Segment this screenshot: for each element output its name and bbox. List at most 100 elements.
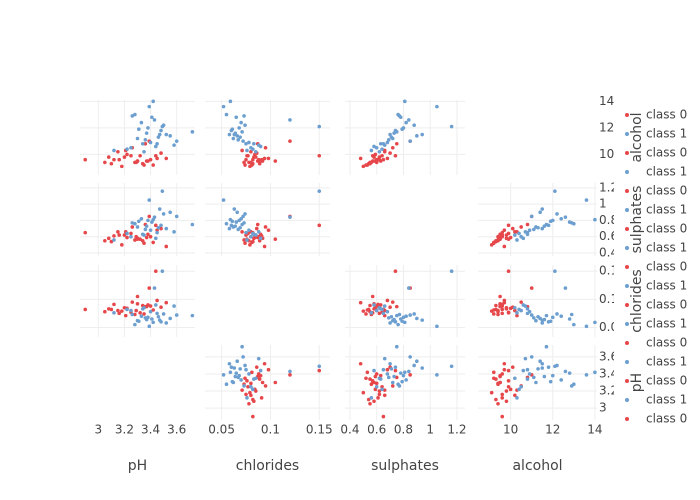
point bbox=[138, 153, 142, 158]
point bbox=[510, 226, 515, 231]
point bbox=[135, 136, 140, 141]
legend-label: class 1 bbox=[646, 317, 687, 331]
x-axis-title: chlorides bbox=[236, 458, 299, 474]
point bbox=[390, 384, 395, 388]
point bbox=[496, 402, 500, 406]
point bbox=[532, 375, 536, 380]
legend-symbol bbox=[625, 246, 629, 250]
point bbox=[137, 219, 141, 224]
legend-item: class 1 bbox=[625, 165, 687, 179]
point bbox=[129, 145, 133, 150]
point bbox=[394, 142, 399, 146]
x-tick-label: 10 bbox=[503, 423, 518, 437]
point bbox=[498, 294, 502, 299]
point bbox=[256, 230, 261, 234]
point bbox=[174, 139, 179, 143]
point bbox=[239, 120, 243, 125]
x-tick-label: 3.4 bbox=[141, 423, 160, 437]
point bbox=[134, 308, 138, 313]
legend-label: class 0 bbox=[646, 222, 687, 236]
point bbox=[155, 311, 159, 316]
point bbox=[378, 142, 383, 146]
point bbox=[135, 294, 140, 299]
point bbox=[112, 148, 116, 153]
point bbox=[190, 313, 195, 318]
subplot bbox=[80, 183, 195, 256]
point bbox=[525, 222, 530, 227]
point bbox=[106, 236, 111, 241]
point bbox=[397, 312, 402, 317]
point bbox=[241, 139, 245, 143]
point bbox=[242, 160, 246, 165]
point bbox=[374, 384, 379, 389]
point bbox=[569, 384, 574, 388]
point bbox=[260, 380, 265, 385]
point bbox=[266, 156, 271, 161]
point bbox=[567, 371, 572, 375]
point bbox=[144, 159, 149, 163]
point bbox=[374, 381, 379, 386]
point bbox=[143, 138, 148, 142]
point bbox=[376, 396, 380, 400]
legend-label: class 1 bbox=[646, 355, 687, 369]
point bbox=[255, 222, 260, 227]
point bbox=[449, 364, 454, 369]
point bbox=[239, 378, 243, 382]
point bbox=[523, 230, 528, 234]
point bbox=[130, 114, 135, 118]
point bbox=[538, 359, 542, 363]
point bbox=[366, 397, 371, 402]
point bbox=[527, 372, 532, 376]
point bbox=[408, 355, 412, 359]
point bbox=[567, 317, 572, 321]
point bbox=[532, 227, 536, 232]
point bbox=[517, 231, 521, 236]
point bbox=[317, 368, 322, 373]
point bbox=[150, 115, 154, 120]
legend-item: class 1 bbox=[625, 393, 687, 407]
point bbox=[435, 373, 439, 377]
point bbox=[382, 148, 387, 153]
point bbox=[221, 104, 226, 109]
point bbox=[378, 377, 383, 381]
point bbox=[536, 367, 540, 371]
point bbox=[140, 142, 145, 146]
point bbox=[498, 304, 502, 309]
point bbox=[161, 312, 166, 316]
point bbox=[228, 370, 233, 375]
subplot bbox=[205, 344, 330, 420]
point bbox=[143, 227, 148, 232]
legend-item: class 0 bbox=[625, 336, 687, 350]
point bbox=[374, 145, 379, 150]
point bbox=[237, 126, 241, 130]
point bbox=[504, 307, 509, 311]
point bbox=[139, 314, 144, 318]
point bbox=[401, 373, 406, 378]
point bbox=[397, 114, 402, 118]
point bbox=[540, 318, 545, 322]
point bbox=[317, 124, 322, 129]
point bbox=[400, 379, 404, 384]
point bbox=[251, 414, 255, 419]
point bbox=[388, 361, 392, 366]
point bbox=[120, 309, 124, 313]
point bbox=[257, 377, 262, 381]
point bbox=[147, 286, 152, 290]
point bbox=[385, 372, 390, 376]
point bbox=[368, 377, 372, 381]
point bbox=[241, 214, 245, 219]
point bbox=[544, 222, 549, 227]
point bbox=[506, 310, 511, 315]
point bbox=[392, 131, 396, 135]
point bbox=[502, 228, 507, 233]
point bbox=[144, 235, 149, 240]
point bbox=[234, 371, 239, 375]
point bbox=[407, 118, 411, 122]
point bbox=[249, 381, 253, 386]
y-tick-label: 0.1 bbox=[599, 292, 618, 306]
point bbox=[255, 159, 260, 163]
point bbox=[147, 324, 152, 329]
point bbox=[361, 309, 366, 313]
point bbox=[368, 303, 372, 308]
point bbox=[231, 136, 236, 141]
